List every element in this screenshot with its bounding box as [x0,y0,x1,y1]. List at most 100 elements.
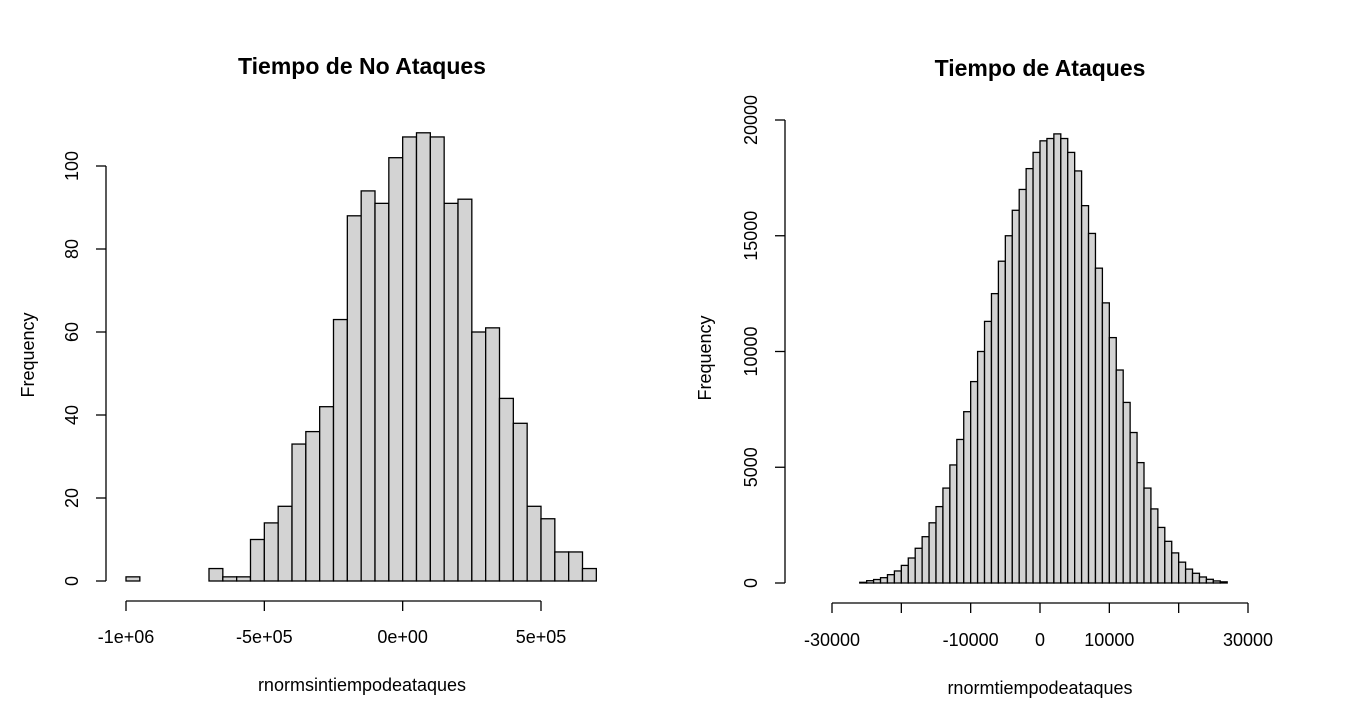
histogram-bar [485,327,501,582]
histogram-bar [125,576,141,582]
histogram-bar [914,547,923,584]
x-tick-label: 10000 [1084,630,1134,650]
histogram-bar [1011,209,1020,584]
histogram-bar [872,578,882,584]
histogram-bar [208,567,224,582]
y-tick-label: 40 [62,405,82,425]
histogram-bar [1191,572,1201,584]
histogram-bar [900,564,909,584]
x-axis-label-ataques: rnormtiempodeataques [947,678,1132,698]
histogram-bar [1198,576,1208,584]
y-tick-label: 80 [62,239,82,259]
histogram-bar [1178,561,1187,584]
histogram-bar [1004,235,1013,584]
histogram-bar [346,215,362,582]
histogram-bar [983,320,993,584]
y-tick-label: 100 [62,151,82,181]
y-tick-label: 10000 [741,326,761,376]
histogram-bar [415,132,431,582]
histogram-bar [1108,336,1117,584]
histogram-bar [526,505,542,582]
histogram-bar [886,574,896,584]
histogram-bar [949,464,958,584]
y-axis-no-ataques: 0 20 40 60 80 100 [62,151,107,586]
histogram-bar [1157,526,1166,584]
histogram-bar [1143,487,1152,584]
x-tick-label: -10000 [943,630,999,650]
histogram-ataques-panel: Tiempo de Ataques rnormtiempodeataques F… [695,55,1273,698]
histogram-bar [1032,151,1041,584]
histogram-bar [1087,232,1097,584]
histogram-bar [1053,133,1062,584]
histogram-bar [568,551,584,582]
x-tick-label: -30000 [804,630,860,650]
histogram-bar [498,397,514,582]
histogram-bar [249,538,265,582]
y-tick-label: 5000 [741,447,761,487]
chart-title-ataques: Tiempo de Ataques [935,55,1146,81]
histogram-bar [360,190,376,582]
y-axis-label-ataques: Frequency [695,315,715,400]
histogram-bar [332,318,348,582]
histogram-bar [512,422,528,582]
histogram-bar [963,411,972,584]
histogram-bar [1018,188,1027,584]
histogram-bar [457,198,473,582]
histogram-bar [1219,581,1228,584]
histogram-bar [928,522,937,584]
x-tick-label: -5e+05 [236,627,293,647]
histogram-bar [374,202,390,582]
histogram-bar [1115,369,1124,584]
y-axis-label-no-ataques: Frequency [18,312,38,397]
y-tick-label: 20000 [741,95,761,145]
histogram-bar [1184,568,1194,584]
histogram-bar [1212,580,1221,584]
y-tick-label: 20 [62,488,82,508]
y-tick-label: 15000 [741,211,761,261]
histogram-bar [1122,401,1131,584]
histogram-bar [443,202,459,582]
histogram-bar [1046,137,1055,584]
x-axis-no-ataques: -1e+06 -5e+05 0e+00 5e+05 [98,600,566,647]
histogram-bar [990,292,1000,584]
histogram-bar [997,260,1006,584]
x-axis-ataques: -30000 -10000 0 10000 30000 [804,602,1273,650]
histogram-bar [540,518,556,582]
histogram-bar [222,576,238,582]
bars-no-ataques [125,132,597,582]
chart-title-no-ataques: Tiempo de No Ataques [238,53,486,79]
y-tick-label: 0 [62,576,82,586]
histogram-bar [305,430,321,582]
histogram-bar [935,505,944,584]
histogram-bar [893,570,902,584]
x-tick-label: 0e+00 [377,627,428,647]
x-tick-label: 0 [1035,630,1045,650]
histogram-bar [976,350,986,584]
histogram-bar [970,380,979,584]
histogram-bar [1060,137,1069,584]
histogram-bar [879,577,889,584]
histogram-bar [471,331,487,582]
histogram-bar [1039,140,1048,584]
x-axis-label-no-ataques: rnormsintiempodeataques [258,675,466,695]
histogram-bar [429,136,445,582]
histogram-bar [859,581,868,584]
histogram-bar [263,522,279,582]
histogram-bar [402,136,418,582]
histogram-bar [1164,540,1173,584]
y-tick-label: 0 [741,578,761,588]
histogram-bar [1205,578,1214,584]
histogram-bar [907,557,916,584]
histogram-bar [942,487,951,584]
histogram-bar [1067,151,1076,584]
histogram-bar [1025,167,1034,584]
histogram-bar [554,551,570,582]
histogram-bar [581,567,597,582]
histogram-bar [236,576,252,582]
histogram-bar [1171,552,1180,584]
bars-ataques [859,133,1228,584]
histogram-bar [1074,170,1083,584]
histogram-bar [1150,508,1159,584]
histogram-bar [319,406,335,582]
